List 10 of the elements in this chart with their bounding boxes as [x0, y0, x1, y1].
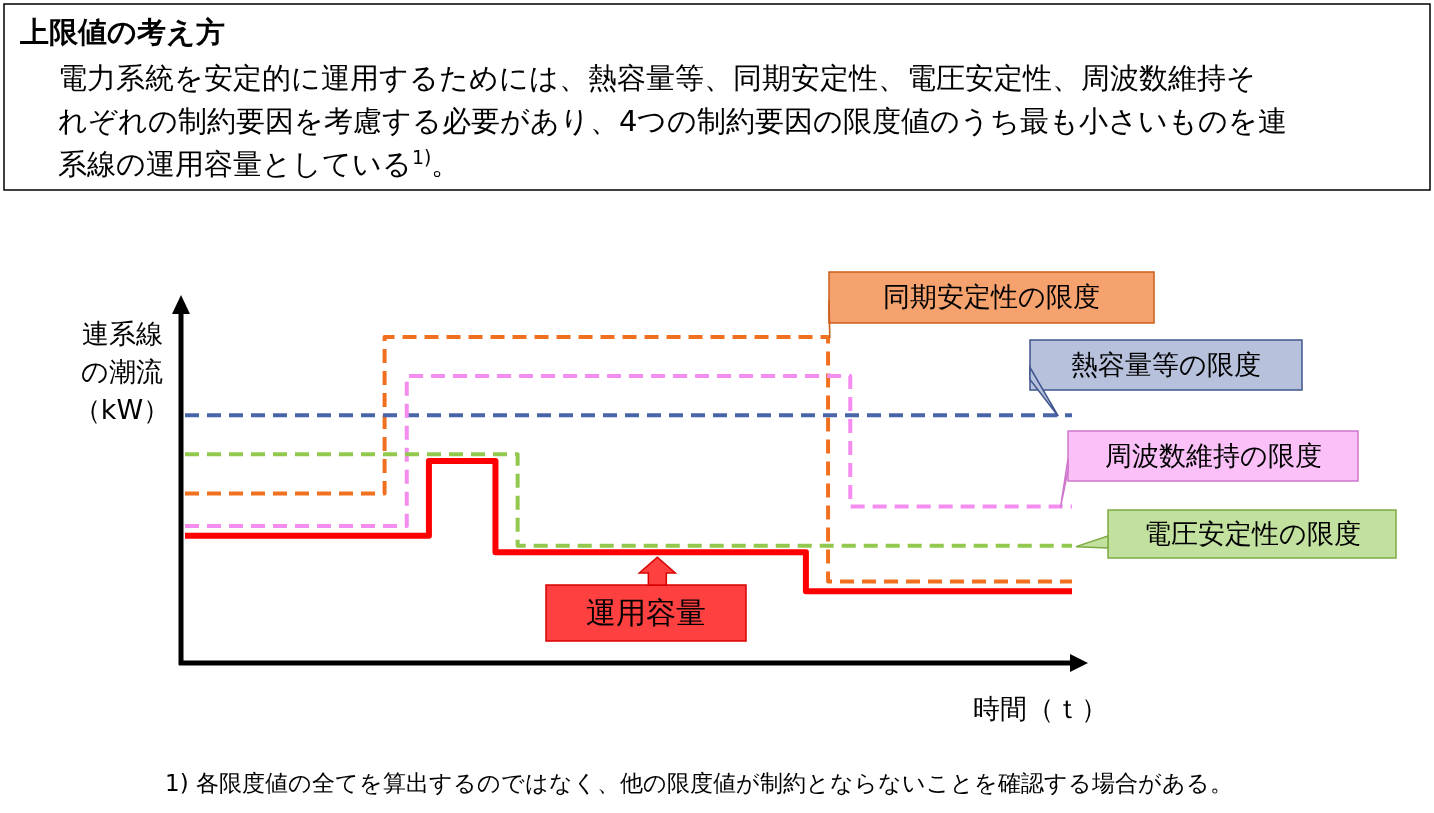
chart-title: 上限値の考え方 [19, 15, 225, 49]
series-label: 周波数維持の限度 [1104, 439, 1322, 471]
text: 同期安定性の限度 [883, 281, 1100, 312]
text: 電圧安定性の限度 [1143, 517, 1361, 549]
x-axis-title: 時間（ｔ） [972, 693, 1108, 724]
chart-subtitle: 電力系統を安定的に運用するためには、熱容量等、同期安定性、電圧安定性、周波数維持それぞれの制約要因を考慮する必要があり、4つの制約要因の限度値のうち最も小さいものを連系線の運用容量としている$^{1)}$。 [58, 61, 1288, 181]
text: 1) 各限度値の全てを算出するのではなく、他の限度値が制約とならないことを確認する場合がある。 [165, 770, 1233, 796]
series-label: 運用容量 [586, 594, 706, 630]
y-axis-title: 連系線の潮流（kW） [73, 318, 171, 425]
series-label: 熱容量等の限度 [1071, 348, 1261, 380]
